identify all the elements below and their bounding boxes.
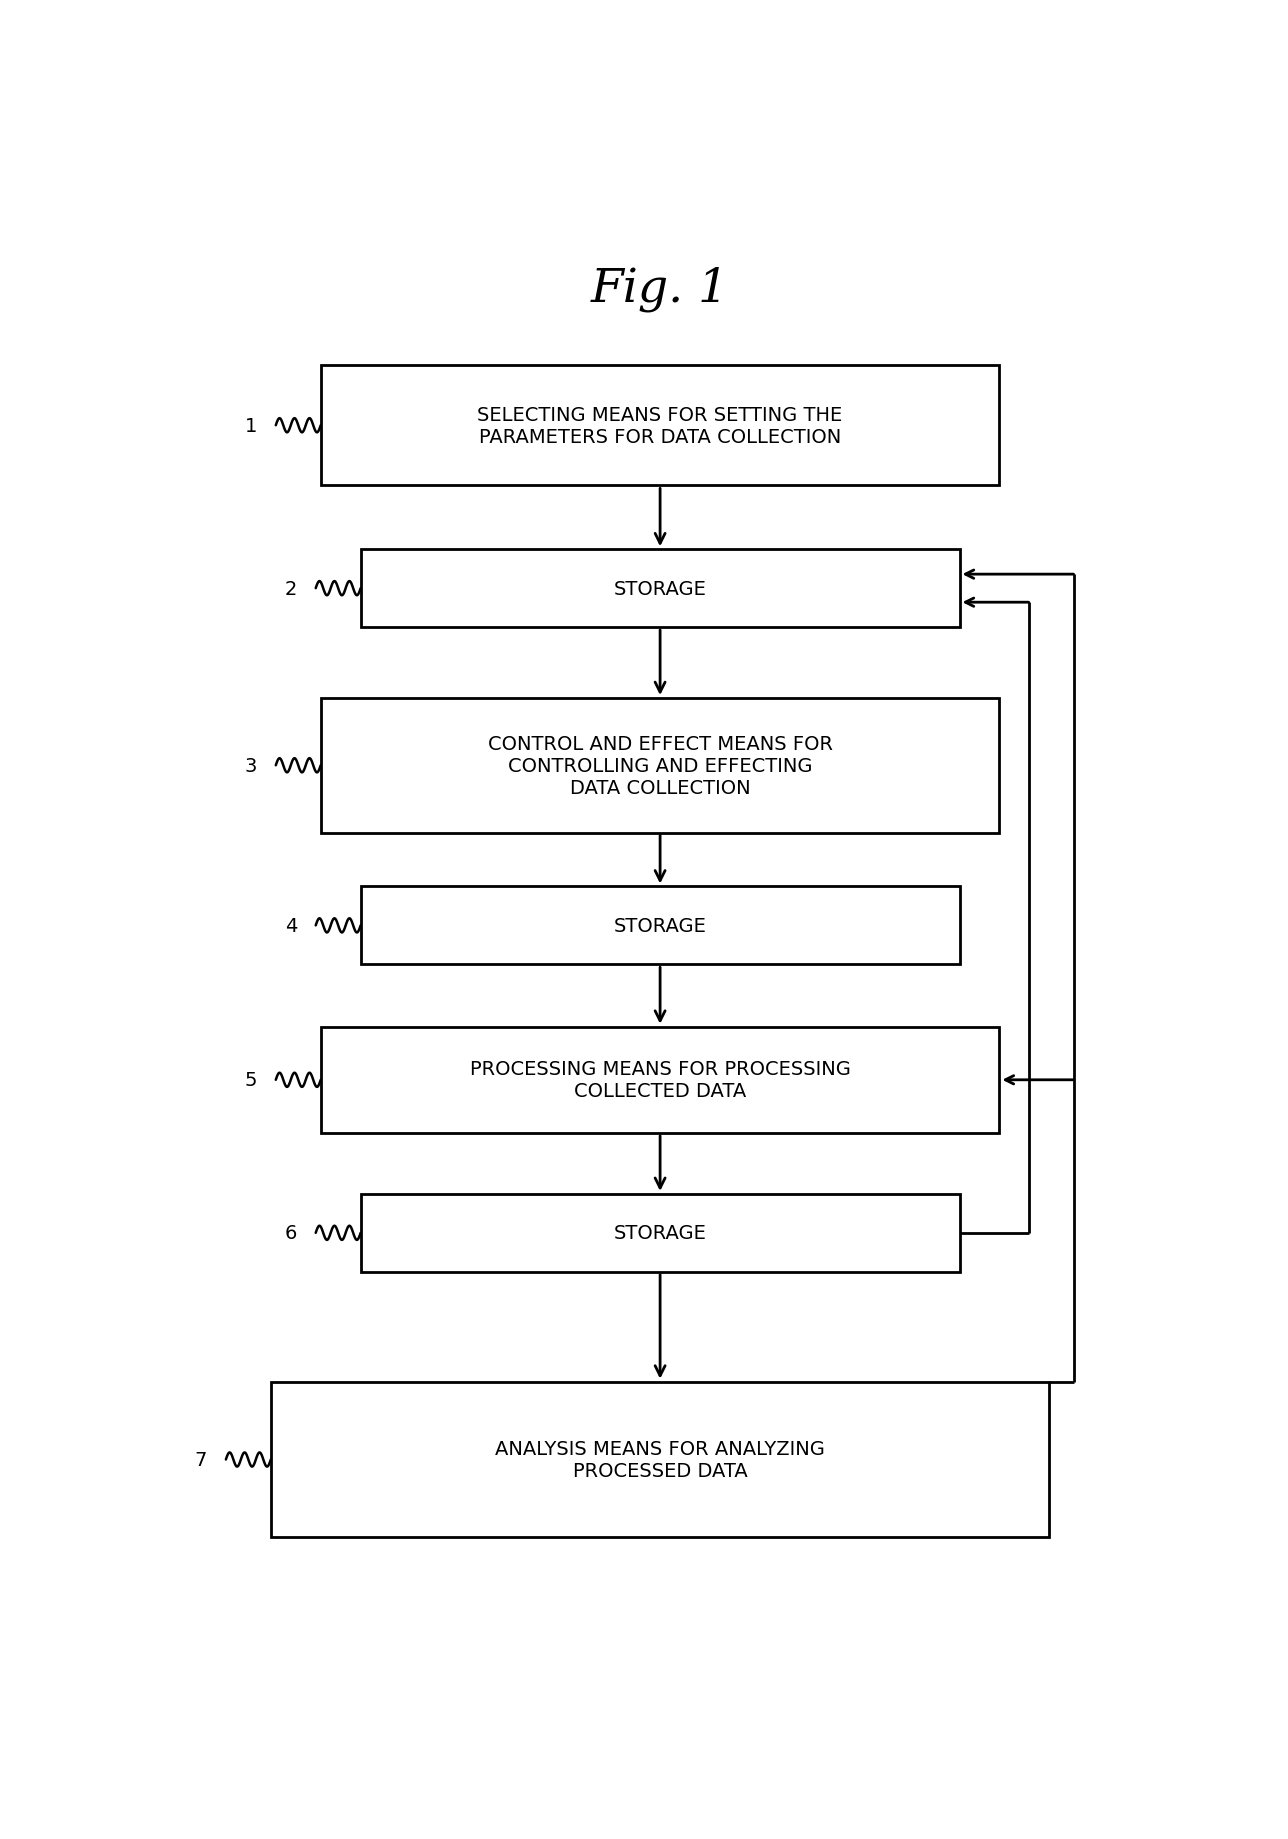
Bar — [321, 1028, 999, 1133]
Text: 3: 3 — [245, 756, 258, 776]
Bar — [361, 886, 960, 965]
Text: 6: 6 — [285, 1223, 298, 1243]
Text: PROCESSING MEANS FOR PROCESSING
COLLECTED DATA: PROCESSING MEANS FOR PROCESSING COLLECTE… — [470, 1059, 850, 1102]
Bar — [270, 1381, 1050, 1537]
Bar — [361, 1194, 960, 1273]
Text: STORAGE: STORAGE — [613, 1223, 707, 1243]
Text: SELECTING MEANS FOR SETTING THE
PARAMETERS FOR DATA COLLECTION: SELECTING MEANS FOR SETTING THE PARAMETE… — [478, 406, 842, 447]
Text: CONTROL AND EFFECT MEANS FOR
CONTROLLING AND EFFECTING
DATA COLLECTION: CONTROL AND EFFECT MEANS FOR CONTROLLING… — [488, 734, 832, 798]
Text: 4: 4 — [285, 916, 298, 936]
Text: STORAGE: STORAGE — [613, 579, 707, 598]
Text: 1: 1 — [245, 416, 258, 436]
Text: 5: 5 — [245, 1070, 258, 1091]
Text: STORAGE: STORAGE — [613, 916, 707, 936]
Bar — [361, 550, 960, 627]
Bar — [321, 366, 999, 485]
Bar — [321, 699, 999, 833]
Text: ANALYSIS MEANS FOR ANALYZING
PROCESSED DATA: ANALYSIS MEANS FOR ANALYZING PROCESSED D… — [495, 1440, 826, 1480]
Text: 2: 2 — [285, 579, 298, 598]
Text: 7: 7 — [194, 1451, 207, 1469]
Text: Fig. 1: Fig. 1 — [591, 267, 729, 311]
